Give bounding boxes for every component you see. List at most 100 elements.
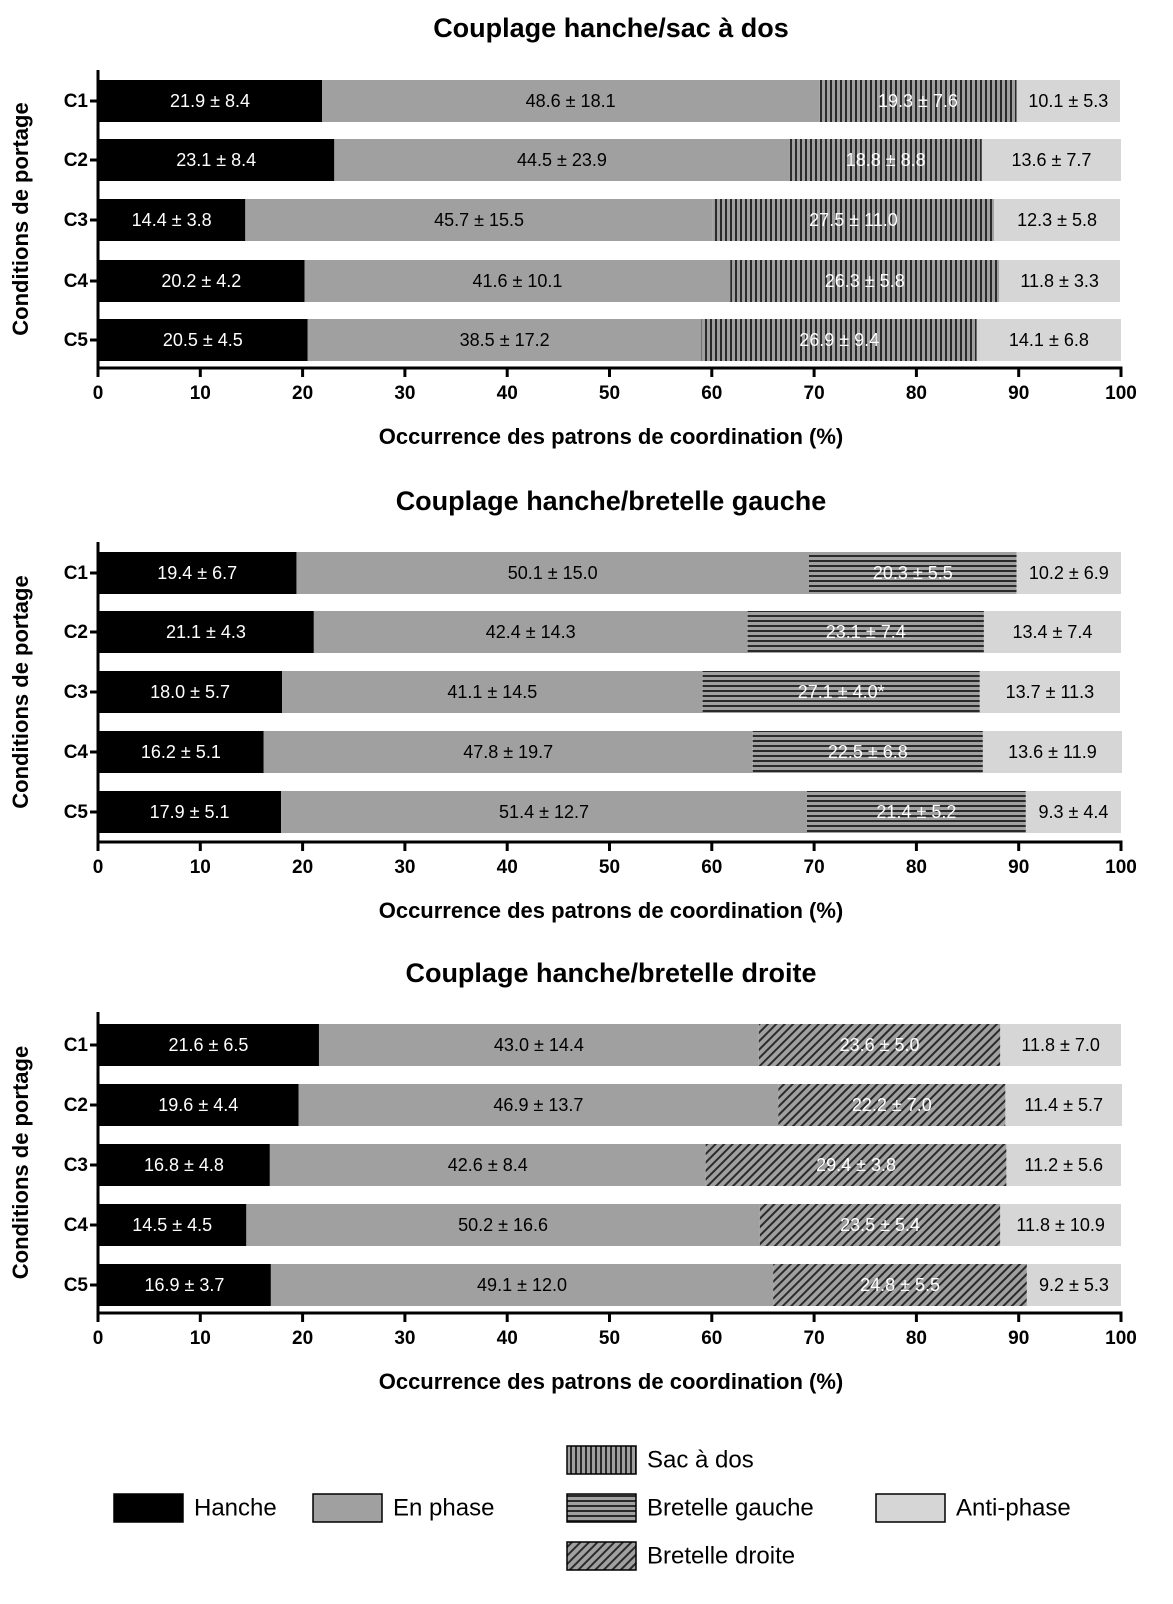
bar-segment [98,552,297,594]
x-tick-label: 10 [190,383,211,404]
x-tick-label: 0 [93,857,104,878]
y-axis-label: Conditions de portage [8,575,33,808]
category-label: C4 [64,742,89,763]
data-label: 21.6 ± 6.5 [169,1035,249,1055]
data-label: 42.6 ± 8.4 [448,1155,528,1175]
data-label: 10.1 ± 5.3 [1028,91,1108,111]
data-label: 26.9 ± 9.4 [799,330,879,350]
data-label: 42.4 ± 14.3 [486,622,576,642]
data-label: 19.4 ± 6.7 [157,563,237,583]
data-label: 41.6 ± 10.1 [472,271,562,291]
bar-segment [730,260,1000,302]
y-axis-label: Conditions de portage [8,1046,33,1279]
data-label: 19.6 ± 4.4 [158,1095,238,1115]
data-label: 27.5 ± 11.0 [809,210,898,230]
data-label: 16.2 ± 5.1 [141,742,221,762]
chart-1: Couplage hanche/sac à dos Conditions de p… [8,13,1137,449]
x-tick-label: 90 [1008,383,1029,404]
category-label: C1 [64,563,89,584]
data-label: 50.1 ± 15.0 [508,563,598,583]
bar-segment [1006,1144,1121,1186]
data-label: 9.3 ± 4.4 [1038,802,1108,822]
category-label: C2 [64,1095,88,1116]
data-label: 21.4 ± 5.2 [876,802,956,822]
data-label: 51.4 ± 12.7 [499,802,589,822]
x-tick-label: 50 [599,857,620,878]
data-label: 11.8 ± 7.0 [1021,1035,1100,1055]
bar-segment [1026,1264,1121,1306]
data-label: 11.2 ± 5.6 [1024,1155,1103,1175]
bar-segment [778,1084,1006,1126]
bar-segment [322,80,820,122]
data-label: 10.2 ± 6.9 [1029,563,1109,583]
x-tick-label: 100 [1105,1328,1137,1349]
x-tick-label: 30 [394,857,415,878]
data-label: 19.3 ± 7.6 [878,91,958,111]
bar-segment [701,319,977,361]
category-label: C3 [64,210,88,231]
bar-segment [773,1264,1027,1306]
data-label: 24.8 ± 5.5 [860,1275,940,1295]
bar-segment [98,1084,299,1126]
bar-segment [98,80,323,122]
bar-segment [98,671,283,713]
legend-item: Bretelle gauche [566,1493,814,1523]
legend-item: Sac à dos [566,1445,754,1475]
bar-segment [298,1084,779,1126]
data-label: 13.6 ± 11.9 [1008,742,1097,762]
bar-segment [282,671,703,713]
data-label: 48.6 ± 18.1 [526,91,616,111]
bar-segment [98,1264,271,1306]
x-tick-label: 80 [906,383,927,404]
category-label: C5 [64,1275,89,1296]
bar-segment [747,611,984,653]
bar-segment [281,791,807,833]
x-tick-label: 60 [701,1328,722,1349]
category-label: C4 [64,271,89,292]
bar-segment [313,611,748,653]
x-tick-label: 100 [1105,857,1137,878]
x-tick-label: 70 [804,857,825,878]
legend-swatch [566,1493,637,1523]
x-tick-label: 60 [701,857,722,878]
x-tick-label: 40 [497,383,518,404]
bar-segment [1000,1024,1121,1066]
bar-segment [981,139,1121,181]
legend-label: En phase [393,1494,494,1521]
bar-segment [702,671,980,713]
bar-segment [98,791,282,833]
data-label: 20.5 ± 4.5 [163,330,243,350]
x-tick-label: 80 [906,1328,927,1349]
x-tick-label: 80 [906,857,927,878]
data-label: 9.2 ± 5.3 [1039,1275,1109,1295]
bar-segment [270,1264,774,1306]
bar-segment [808,552,1017,594]
bar-segment [98,611,314,653]
data-label: 20.3 ± 5.5 [873,563,953,583]
bar-segment [98,1204,247,1246]
data-label: 44.5 ± 23.9 [517,150,607,170]
x-tick-label: 10 [190,857,211,878]
data-label: 11.8 ± 10.9 [1016,1215,1105,1235]
data-label: 18.8 ± 8.8 [846,150,926,170]
bar-segment [759,1204,1001,1246]
chart-2: Couplage hanche/bretelle gauche Condition… [8,486,1137,923]
x-tick-label: 50 [599,1328,620,1349]
category-label: C3 [64,1155,88,1176]
bar-segment [318,1024,759,1066]
category-label: C5 [64,330,89,351]
data-label: 26.3 ± 5.8 [825,271,905,291]
data-label: 11.8 ± 3.3 [1020,271,1099,291]
x-tick-label: 50 [599,383,620,404]
data-label: 23.1 ± 7.4 [826,622,906,642]
x-tick-label: 20 [292,857,313,878]
bar-segment [752,731,983,773]
bar-segment [98,319,308,361]
bar-segment [976,319,1121,361]
bar-segment [982,731,1123,773]
legend-label: Anti-phase [956,1494,1071,1521]
data-label: 22.2 ± 7.0 [852,1095,932,1115]
bar-segment [1016,552,1121,594]
x-tick-label: 30 [394,1328,415,1349]
